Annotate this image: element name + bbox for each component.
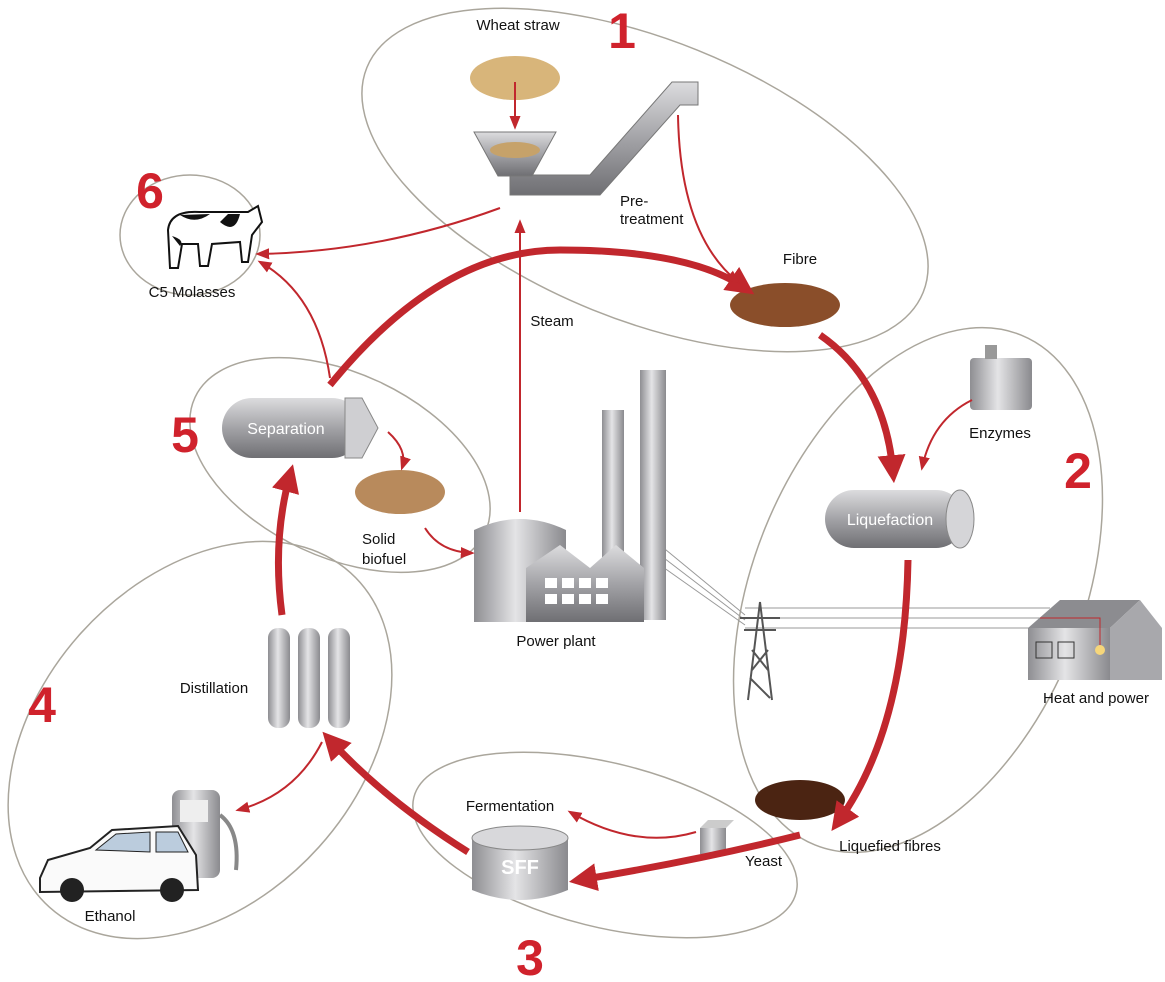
wire	[660, 565, 745, 625]
thick-arrow	[838, 560, 908, 822]
label: Yeast	[745, 853, 783, 870]
pump-hose	[220, 815, 237, 870]
thick-arrow	[820, 335, 893, 472]
label: Ethanol	[85, 908, 136, 925]
stage-number: 3	[516, 930, 544, 982]
column	[328, 628, 350, 728]
straw-in-hopper	[490, 142, 540, 158]
thin-arrow	[238, 742, 322, 810]
house	[1028, 600, 1162, 680]
canister-cap	[985, 345, 997, 359]
label: C5 Molasses	[149, 284, 236, 301]
stage-number: 5	[171, 407, 199, 463]
stage-number: 4	[28, 677, 56, 733]
stage-number: 6	[136, 163, 164, 219]
label: biofuel	[362, 551, 406, 568]
label: Wheat straw	[476, 17, 560, 34]
label: Distillation	[180, 680, 248, 697]
power-plant	[474, 370, 666, 622]
fibre-image	[730, 283, 840, 327]
label: Power plant	[516, 633, 596, 650]
thick-arrow	[330, 740, 468, 852]
tank-top	[472, 826, 568, 850]
stage-number: 2	[1064, 443, 1092, 499]
thin-arrow	[258, 208, 500, 254]
stage-number: 1	[608, 3, 636, 59]
enzymes-canister	[970, 345, 1032, 410]
label: Pre-	[620, 193, 648, 210]
wire	[660, 545, 745, 615]
label: Separation	[247, 421, 324, 438]
column	[268, 628, 290, 728]
label: Steam	[530, 313, 573, 330]
stage-ellipse	[0, 466, 469, 982]
label: Fibre	[783, 251, 817, 268]
label: Enzymes	[969, 425, 1031, 442]
wire	[660, 555, 745, 620]
tank-cone	[345, 398, 378, 458]
cow	[168, 206, 262, 268]
distillation-columns	[268, 628, 350, 728]
cube-top	[700, 820, 734, 828]
canister-body	[970, 358, 1032, 410]
power-lines	[660, 545, 1050, 628]
thin-arrow	[570, 812, 696, 838]
stage-ellipse	[156, 314, 524, 616]
thin-arrow	[260, 262, 330, 378]
label: Heat and power	[1043, 690, 1149, 707]
label: Liquefaction	[847, 512, 933, 529]
liquefied-fibres-image	[755, 780, 845, 820]
thin-arrow	[425, 528, 472, 553]
wheel	[160, 878, 184, 902]
label: treatment	[620, 211, 684, 228]
car	[40, 826, 198, 902]
label: Liquefied fibres	[839, 838, 941, 855]
thin-arrow	[678, 115, 738, 282]
column	[298, 628, 320, 728]
wheel	[60, 878, 84, 902]
label: Fermentation	[466, 798, 554, 815]
pump-display	[180, 800, 208, 822]
pylon	[740, 602, 780, 700]
thick-arrow	[278, 475, 290, 615]
light-bulb	[1095, 645, 1105, 655]
pylon-frame	[740, 602, 780, 700]
process-diagram: 1 2 3 4 5 6 Wheat straw Pre- treatment C…	[0, 0, 1165, 982]
label: Solid	[362, 531, 395, 548]
label: SFF	[501, 857, 539, 879]
tank-end	[946, 490, 974, 548]
thin-arrow	[388, 432, 403, 468]
chimney	[602, 410, 624, 560]
solid-biofuel-image	[355, 470, 445, 514]
thin-arrow	[922, 400, 972, 468]
